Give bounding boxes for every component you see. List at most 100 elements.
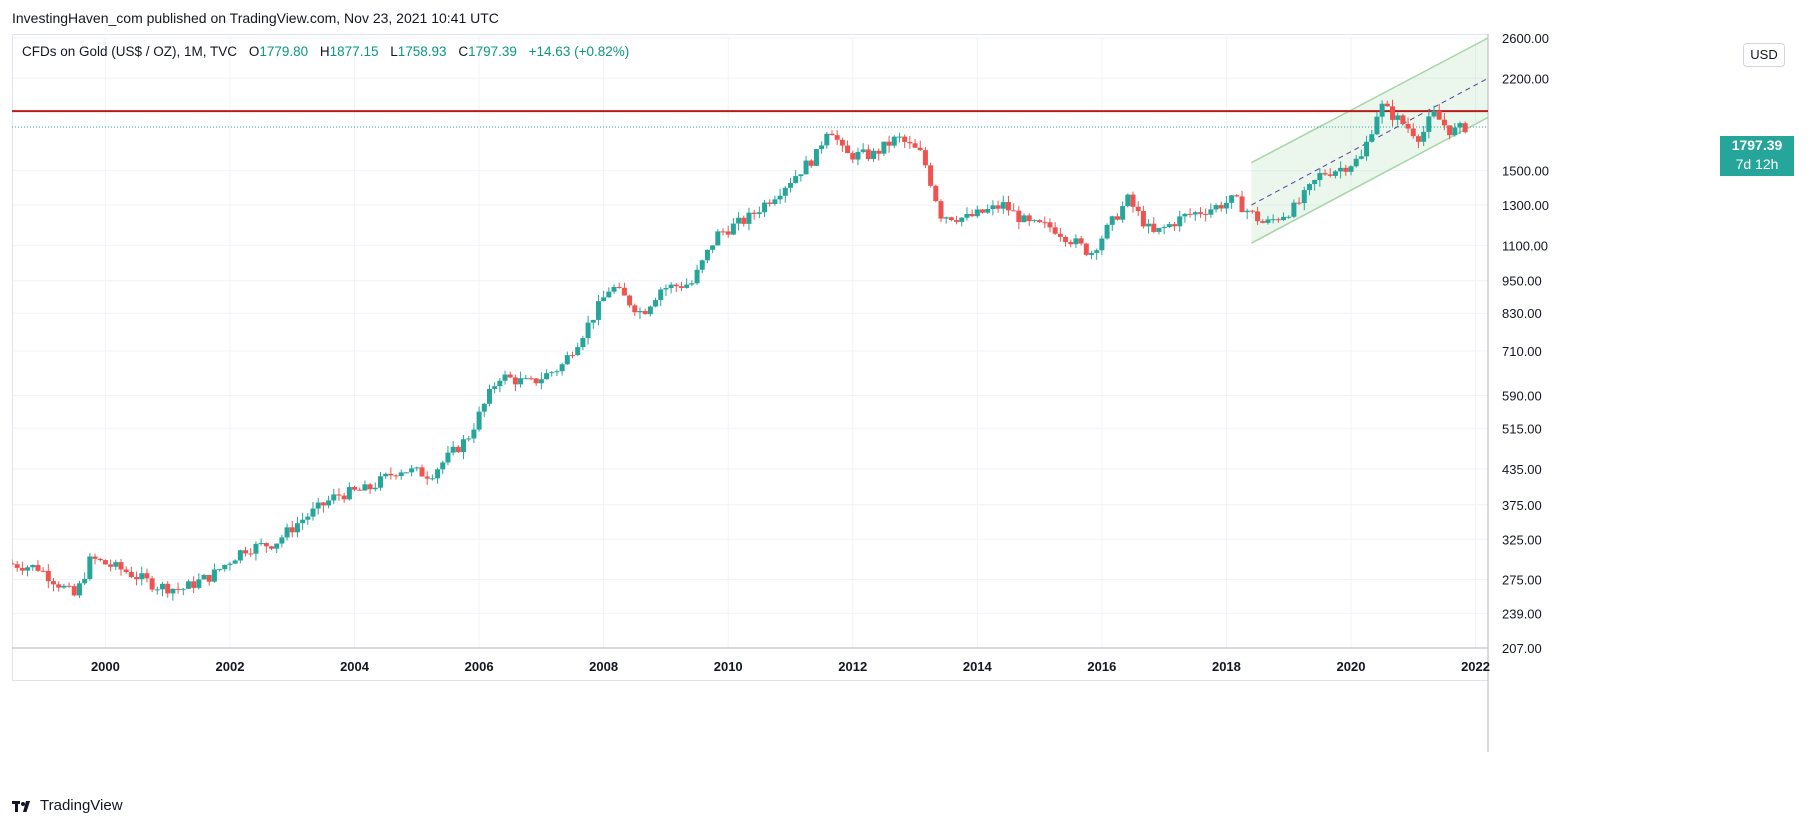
candle-body[interactable] bbox=[1364, 141, 1370, 157]
candle-body[interactable] bbox=[341, 495, 347, 500]
candle-body[interactable] bbox=[538, 379, 544, 384]
candle-body[interactable] bbox=[476, 411, 482, 430]
candle-body[interactable] bbox=[196, 579, 202, 588]
candle-body[interactable] bbox=[891, 136, 897, 146]
candle-body[interactable] bbox=[1078, 238, 1084, 244]
candle-body[interactable] bbox=[575, 347, 581, 356]
candle-body[interactable] bbox=[377, 476, 383, 488]
candle-body[interactable] bbox=[938, 201, 944, 219]
candle-body[interactable] bbox=[139, 573, 145, 580]
candle-body[interactable] bbox=[850, 153, 856, 160]
candle-body[interactable] bbox=[1031, 220, 1037, 222]
candle-body[interactable] bbox=[1379, 103, 1385, 117]
candle-body[interactable] bbox=[481, 403, 487, 412]
candle-body[interactable] bbox=[1114, 216, 1120, 220]
candle-body[interactable] bbox=[653, 300, 659, 307]
candle-body[interactable] bbox=[668, 284, 674, 289]
candle-body[interactable] bbox=[455, 446, 461, 453]
candle-body[interactable] bbox=[1026, 215, 1032, 222]
candle-body[interactable] bbox=[471, 429, 477, 439]
candle-body[interactable] bbox=[76, 583, 82, 596]
candle-body[interactable] bbox=[834, 135, 840, 140]
candle-body[interactable] bbox=[274, 543, 280, 549]
channel-upper-line[interactable] bbox=[1250, 37, 1489, 164]
candle-body[interactable] bbox=[684, 284, 690, 288]
candle-body[interactable] bbox=[912, 143, 918, 148]
candle-body[interactable] bbox=[227, 563, 233, 565]
candle-body[interactable] bbox=[367, 484, 373, 490]
candle-body[interactable] bbox=[1057, 233, 1063, 237]
candle-body[interactable] bbox=[1410, 128, 1416, 137]
candle-body[interactable] bbox=[362, 484, 368, 491]
candle-body[interactable] bbox=[756, 212, 762, 214]
candle-body[interactable] bbox=[1120, 206, 1126, 220]
candle-body[interactable] bbox=[51, 581, 57, 585]
candle-body[interactable] bbox=[959, 217, 965, 222]
candle-body[interactable] bbox=[1161, 227, 1167, 229]
candle-body[interactable] bbox=[305, 516, 311, 520]
candle-body[interactable] bbox=[1322, 173, 1328, 175]
candle-body[interactable] bbox=[1457, 123, 1463, 128]
candle-body[interactable] bbox=[87, 556, 93, 579]
candle-body[interactable] bbox=[1441, 119, 1447, 126]
candle-body[interactable] bbox=[424, 476, 430, 479]
candle-body[interactable] bbox=[435, 469, 441, 479]
candle-body[interactable] bbox=[699, 260, 705, 270]
candle-body[interactable] bbox=[803, 160, 809, 175]
candle-body[interactable] bbox=[1447, 125, 1453, 136]
candle-body[interactable] bbox=[92, 556, 98, 559]
candle-body[interactable] bbox=[19, 567, 25, 571]
candle-body[interactable] bbox=[1109, 216, 1115, 225]
candle-body[interactable] bbox=[1146, 223, 1152, 227]
candle-body[interactable] bbox=[326, 500, 332, 506]
candle-body[interactable] bbox=[720, 231, 726, 233]
candle-body[interactable] bbox=[128, 572, 134, 578]
candle-body[interactable] bbox=[1395, 115, 1401, 120]
candle-body[interactable] bbox=[928, 165, 934, 186]
candle-body[interactable] bbox=[1358, 156, 1364, 159]
candle-body[interactable] bbox=[1140, 211, 1146, 227]
candle-body[interactable] bbox=[1374, 116, 1380, 135]
candle-body[interactable] bbox=[616, 286, 622, 288]
candle-body[interactable] bbox=[388, 473, 394, 476]
candle-body[interactable] bbox=[704, 249, 710, 261]
candle-body[interactable] bbox=[409, 468, 415, 473]
candle-body[interactable] bbox=[403, 472, 409, 474]
candle-body[interactable] bbox=[253, 543, 259, 554]
candle-body[interactable] bbox=[678, 286, 684, 288]
candle-body[interactable] bbox=[1104, 224, 1110, 239]
candle-body[interactable] bbox=[554, 371, 560, 373]
candle-body[interactable] bbox=[590, 319, 596, 323]
candle-body[interactable] bbox=[14, 564, 20, 568]
candle-body[interactable] bbox=[1312, 180, 1318, 185]
candle-body[interactable] bbox=[839, 139, 845, 146]
candle-body[interactable] bbox=[736, 217, 742, 224]
candle-body[interactable] bbox=[56, 584, 62, 588]
candle-body[interactable] bbox=[108, 564, 114, 567]
candle-body[interactable] bbox=[1177, 216, 1183, 227]
candle-body[interactable] bbox=[450, 446, 456, 453]
candle-body[interactable] bbox=[896, 136, 902, 138]
candle-body[interactable] bbox=[585, 322, 591, 339]
candle-body[interactable] bbox=[798, 174, 804, 177]
candle-body[interactable] bbox=[1405, 123, 1411, 129]
candle-body[interactable] bbox=[1203, 213, 1209, 215]
candle-body[interactable] bbox=[1073, 238, 1079, 245]
candle-body[interactable] bbox=[263, 543, 269, 547]
candle-body[interactable] bbox=[1317, 173, 1323, 181]
candle-body[interactable] bbox=[886, 141, 892, 146]
candle-body[interactable] bbox=[497, 380, 503, 387]
candle-body[interactable] bbox=[663, 288, 669, 290]
candle-body[interactable] bbox=[1255, 211, 1261, 222]
candle-body[interactable] bbox=[1265, 219, 1271, 223]
candle-body[interactable] bbox=[1353, 158, 1359, 167]
candle-body[interactable] bbox=[808, 160, 814, 166]
candle-body[interactable] bbox=[486, 388, 492, 404]
candle-body[interactable] bbox=[1052, 227, 1058, 234]
candle-body[interactable] bbox=[601, 297, 607, 302]
candle-body[interactable] bbox=[969, 213, 975, 217]
candle-body[interactable] bbox=[710, 245, 716, 250]
candle-body[interactable] bbox=[658, 289, 664, 301]
currency-button[interactable]: USD bbox=[1743, 43, 1785, 67]
candle-body[interactable] bbox=[673, 284, 679, 287]
